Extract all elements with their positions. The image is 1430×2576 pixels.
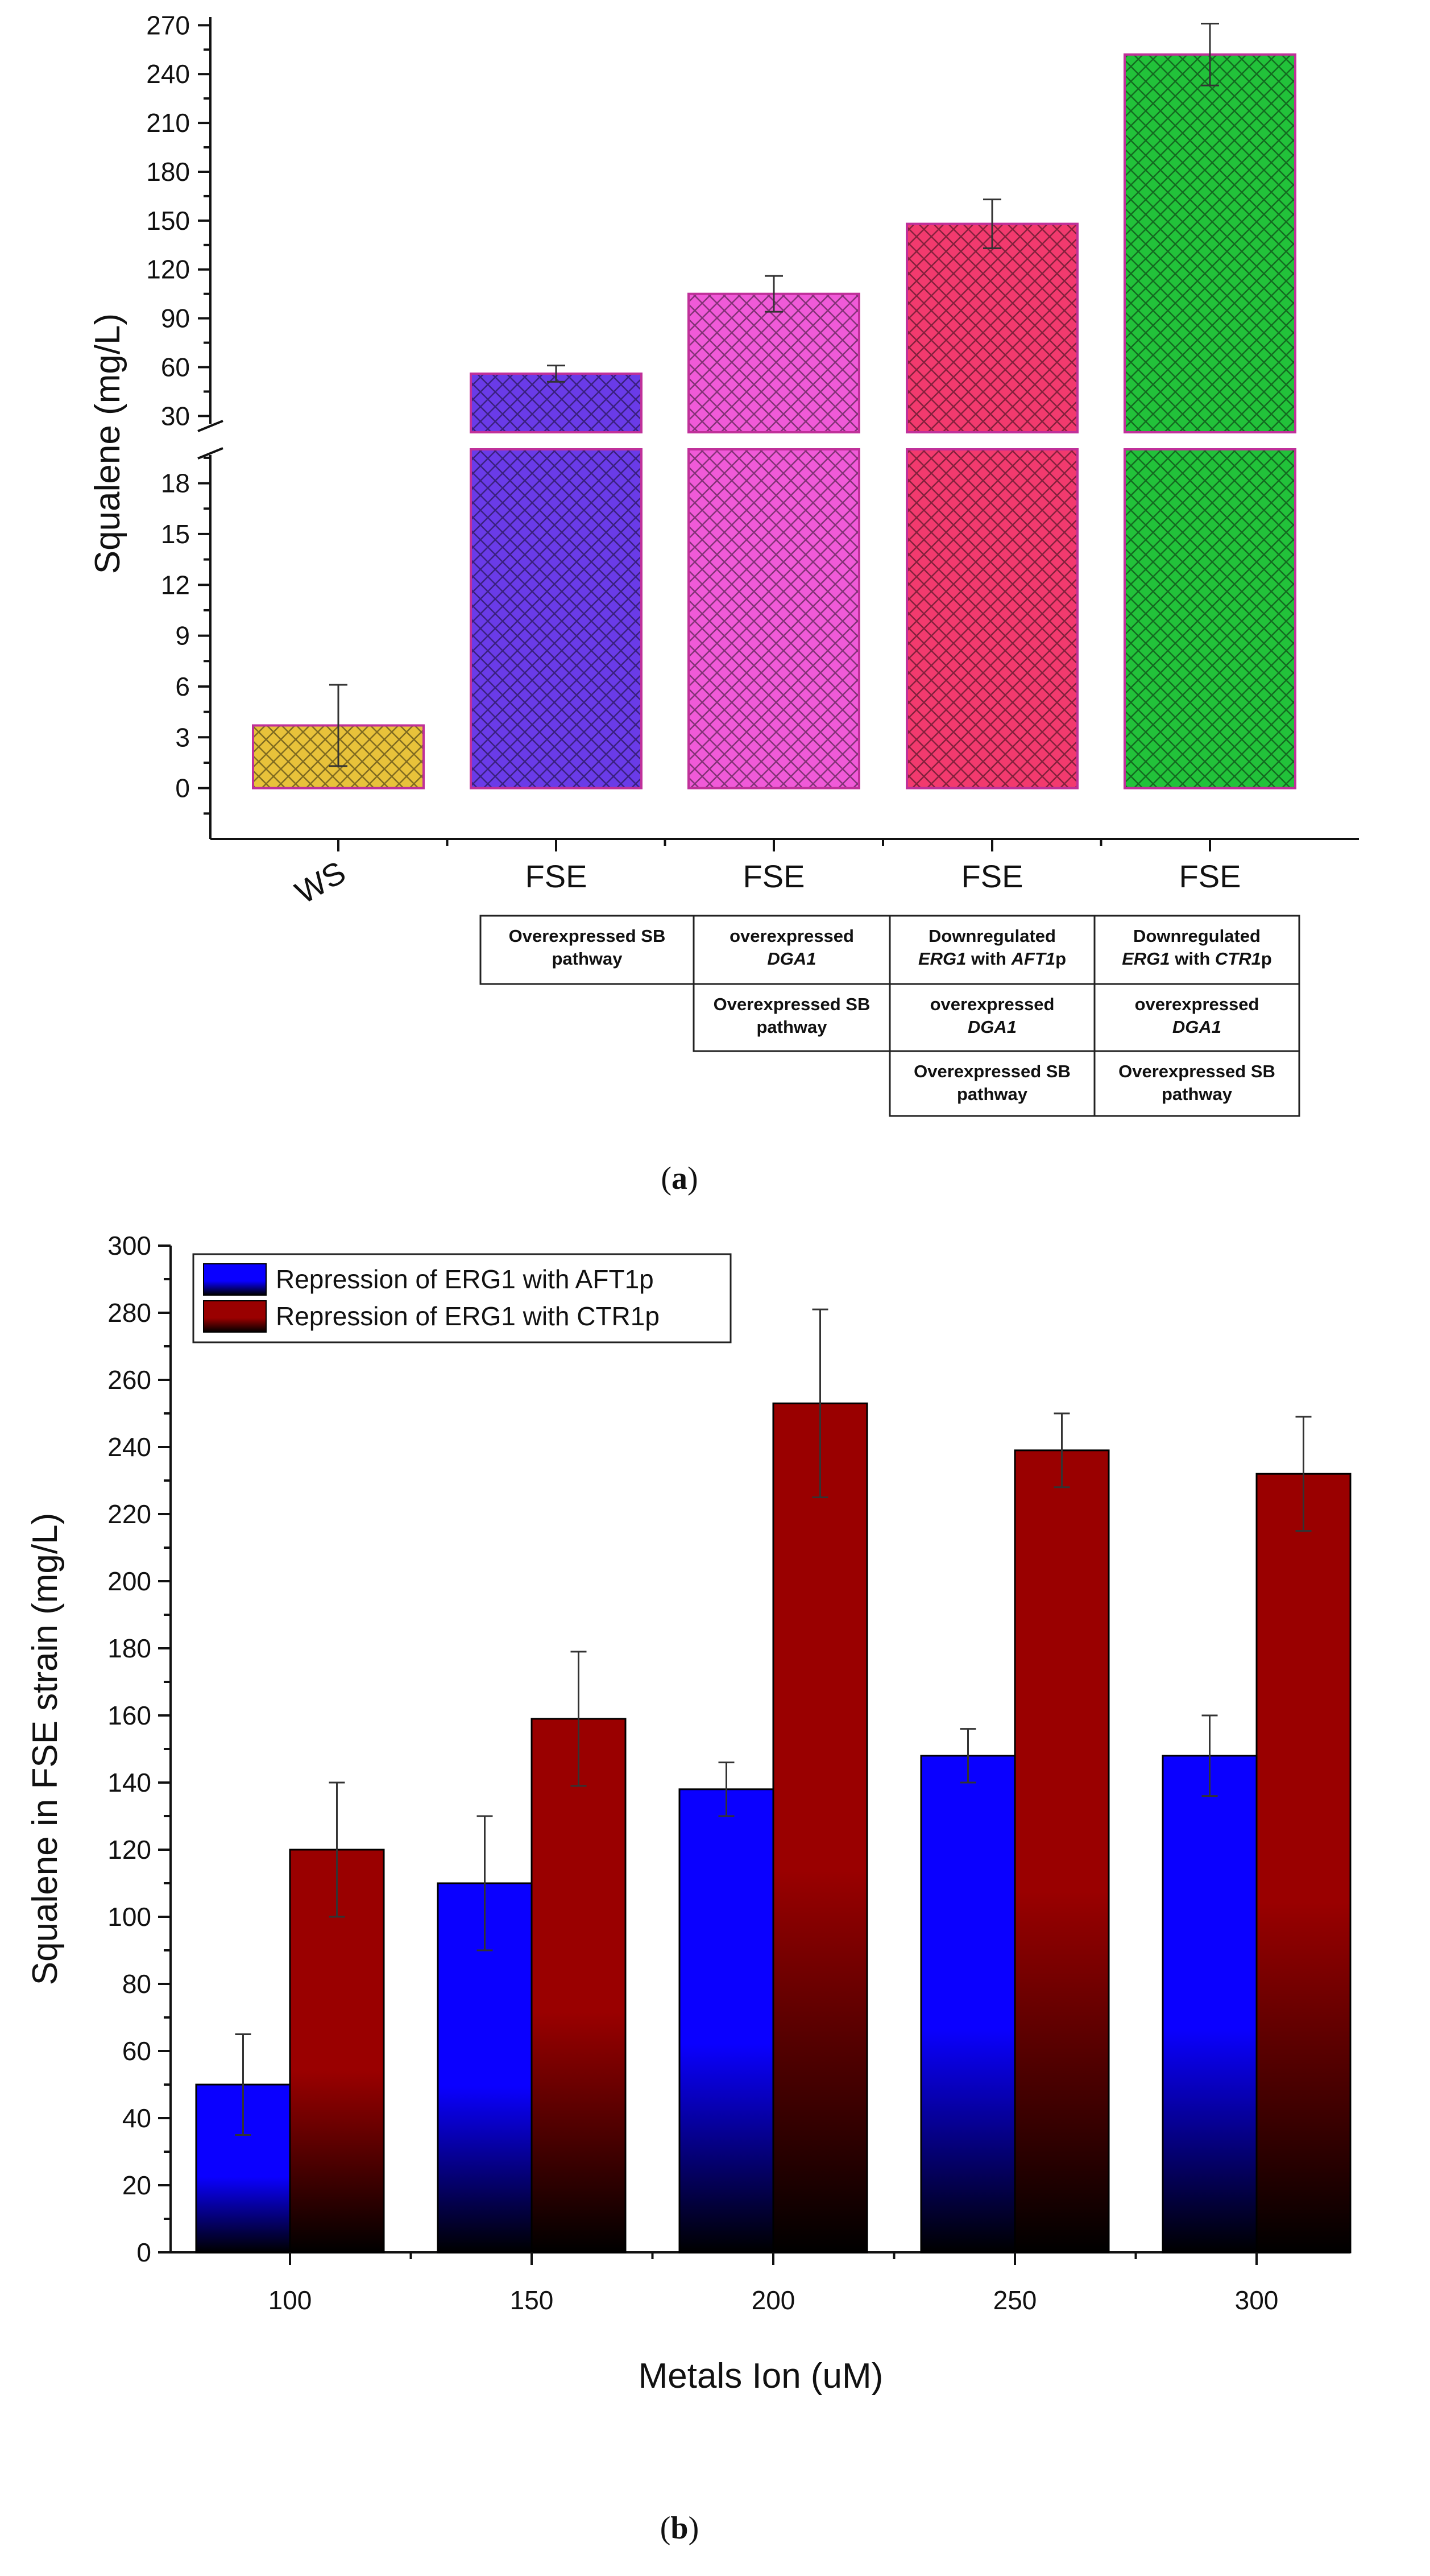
x-tick-label: 250 [993,2285,1037,2315]
y-tick-label: 240 [107,1432,151,1462]
y-tick-label: 12 [161,570,190,599]
x-category-label: FSE [743,858,805,894]
bar-ctr1p [1014,1449,1110,2254]
y-tick-label: 40 [122,2103,151,2133]
bar-ctr1p [530,1718,627,2254]
legend: Repression of ERG1 with AFT1p Repression … [192,1253,732,1343]
y-tick-label: 120 [146,255,190,284]
y-tick-label: 3 [175,722,190,752]
bar-lower-segment [906,448,1079,789]
x-axis-title: Metals Ion (uM) [639,2356,884,2396]
y-tick-label: 150 [146,206,190,235]
bar-aft1p [1162,1755,1258,2254]
bar-aft1p [678,1788,774,2254]
chart-panel-b: 0 20 40 60 80 100 120 140 160 180 200 220 240 260 280 3… [26,1231,1352,2546]
y-tick-label: 240 [146,59,190,89]
bar-lower-segment [1124,448,1296,789]
y-tick-label: 260 [107,1365,151,1395]
y-tick-label: 15 [161,519,190,549]
y-tick-label: 60 [161,352,190,382]
x-tick-label: 300 [1235,2285,1279,2315]
table-cell-text: DGA1 [767,949,816,969]
y-tick-label: 280 [107,1298,151,1328]
table-cell-text: pathway [957,1084,1028,1104]
axis-break-mark [197,447,223,460]
bar-upper-segment [1124,53,1296,433]
x-category-label: FSE [1179,858,1241,894]
bar-lower-segment [687,448,860,789]
y-tick-label: 30 [161,401,190,431]
table-cell-text: overexpressed [729,926,854,946]
table-cell-text: pathway [756,1017,827,1037]
x-tick-label: 100 [268,2285,312,2315]
x-category-label: FSE [525,858,587,894]
bar-aft1p [920,1755,1016,2254]
y-tick-label: 0 [136,2238,151,2267]
table-cell-text: DGA1 [1172,1017,1221,1037]
y-tick-label: 60 [122,2036,151,2066]
bar-upper-segment [906,222,1079,433]
table-cell-text: overexpressed [1135,994,1259,1014]
y-tick-label: 180 [146,157,190,187]
y-tick-label: 210 [146,108,190,138]
bar-ctr1p [772,1402,868,2254]
table-cell-text: Downregulated [1133,926,1261,946]
bar-ctr1p [1255,1473,1352,2254]
chart-panel-a: 0 3 6 9 12 15 18 30 60 90 120 150 180 210 240 270 Squale… [88,10,1359,1196]
table-cell-text: Overexpressed SB [1118,1061,1275,1081]
table-cell [1093,1050,1300,1117]
table-cell-text: Downregulated [929,926,1056,946]
y-tick-label: 120 [107,1835,151,1864]
y-tick-label: 270 [146,10,190,40]
table-cell-text: pathway [552,949,623,969]
panel-caption: (b) [660,2511,699,2546]
x-tick-label: 200 [752,2285,795,2315]
y-tick-label: 18 [161,469,190,498]
y-tick-label: 90 [161,304,190,333]
y-tick-label: 80 [122,1969,151,1999]
y-tick-label: 160 [107,1701,151,1730]
x-tick-label: 150 [510,2285,554,2315]
table-cell-text: Overexpressed SB [509,926,666,946]
y-tick-label: 20 [122,2170,151,2200]
y-tick-label: 140 [107,1768,151,1797]
x-category-label: FSE [961,858,1023,894]
x-category-label: WS [289,854,351,911]
legend-swatch [203,1300,267,1333]
legend-label: Repression of ERG1 with CTR1p [276,1301,660,1331]
table-cell-text: DGA1 [968,1017,1017,1037]
table-cell-text: overexpressed [930,994,1055,1014]
legend-label: Repression of ERG1 with AFT1p [276,1264,654,1294]
legend-swatch [203,1263,267,1296]
table-cell-text: ERG1 with CTR1p [1122,949,1272,969]
table-cell-text: ERG1 with AFT1p [918,949,1066,969]
y-tick-label: 200 [107,1566,151,1596]
y-axis-title: Squalene (mg/L) [88,313,127,574]
axis-break-mark [197,420,223,432]
y-tick-label: 9 [175,621,190,651]
y-tick-label: 0 [175,774,190,803]
bar-lower-segment [470,448,643,789]
bar-upper-segment [687,292,860,434]
legend-box [192,1253,732,1343]
table-cell-text: Overexpressed SB [714,994,871,1014]
y-tick-label: 6 [175,672,190,701]
table-cell-text: pathway [1162,1084,1233,1104]
y-tick-label: 100 [107,1902,151,1932]
y-tick-label: 180 [107,1634,151,1663]
table-cell-text: Overexpressed SB [914,1061,1071,1081]
y-axis-title: Squalene in FSE strain (mg/L) [26,1513,65,1986]
panel-caption: (a) [661,1161,698,1196]
y-tick-label: 220 [107,1499,151,1529]
bar-upper-segment [470,372,643,433]
y-tick-label: 300 [107,1231,151,1260]
